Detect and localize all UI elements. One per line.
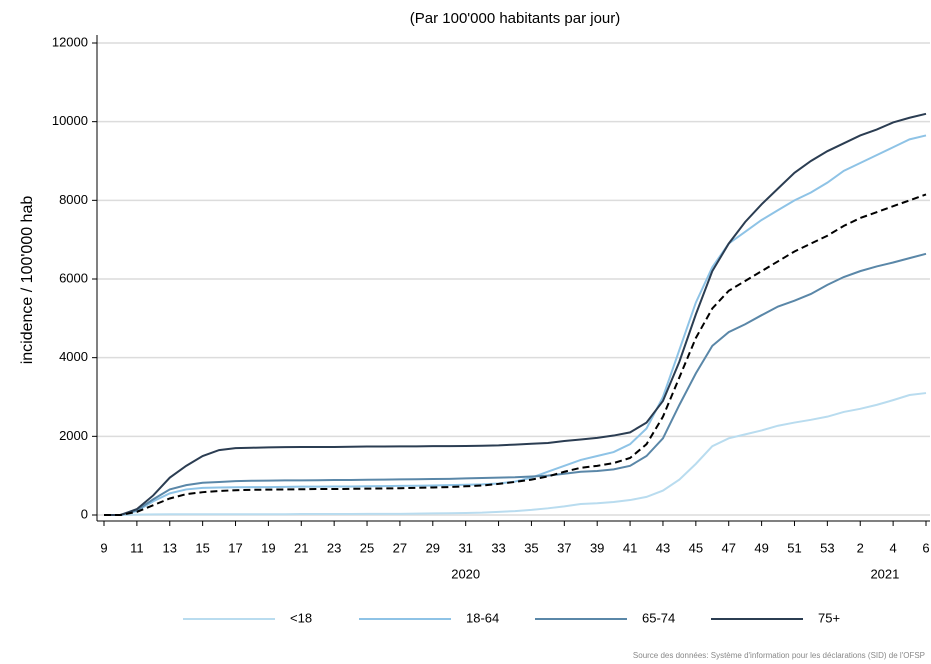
x-tick-label: 9	[100, 540, 107, 555]
x-tick-label: 43	[656, 540, 670, 555]
x-tick-label: 19	[261, 540, 275, 555]
x-tick-label: 29	[426, 540, 440, 555]
x-tick-label: 31	[458, 540, 472, 555]
x-tick-label: 2	[857, 540, 864, 555]
y-tick-label: 12000	[52, 34, 88, 49]
x-tick-label: 35	[524, 540, 538, 555]
x-tick-label: 39	[590, 540, 604, 555]
y-tick-label: 4000	[59, 349, 88, 364]
x-tick-label: 53	[820, 540, 834, 555]
x-tick-label: 11	[130, 540, 144, 555]
legend-label: 18-64	[466, 610, 499, 625]
x-tick-label: 6	[922, 540, 929, 555]
y-tick-label: 6000	[59, 270, 88, 285]
y-tick-label: 0	[81, 506, 88, 521]
x-group-label: 2021	[870, 566, 899, 581]
x-tick-label: 25	[360, 540, 374, 555]
x-group-label: 2020	[451, 566, 480, 581]
x-tick-label: 15	[195, 540, 209, 555]
y-tick-label: 8000	[59, 192, 88, 207]
x-tick-label: 4	[890, 540, 897, 555]
x-tick-label: 17	[228, 540, 242, 555]
series-line	[104, 392, 927, 516]
chart-title: (Par 100'000 habitants par jour)	[410, 10, 621, 27]
y-tick-label: 10000	[52, 113, 88, 128]
legend-label: <18	[290, 610, 312, 625]
x-tick-label: 21	[294, 540, 308, 555]
x-tick-label: 45	[689, 540, 703, 555]
x-tick-label: 47	[721, 540, 735, 555]
x-tick-label: 49	[754, 540, 768, 555]
x-tick-label: 23	[327, 540, 341, 555]
legend-label: 65-74	[642, 610, 675, 625]
legend-label: 75+	[818, 610, 840, 625]
series-line	[104, 252, 927, 516]
series-line	[104, 134, 927, 516]
x-tick-label: 13	[163, 540, 177, 555]
series-line	[104, 112, 927, 516]
y-tick-label: 2000	[59, 428, 88, 443]
x-tick-label: 41	[623, 540, 637, 555]
x-tick-label: 51	[787, 540, 801, 555]
y-axis-label: incidence / 100'000 hab	[19, 196, 36, 365]
x-tick-label: 33	[491, 540, 505, 555]
x-tick-label: 37	[557, 540, 571, 555]
source-note: Source des données: Système d'informatio…	[633, 651, 925, 660]
x-tick-label: 27	[393, 540, 407, 555]
